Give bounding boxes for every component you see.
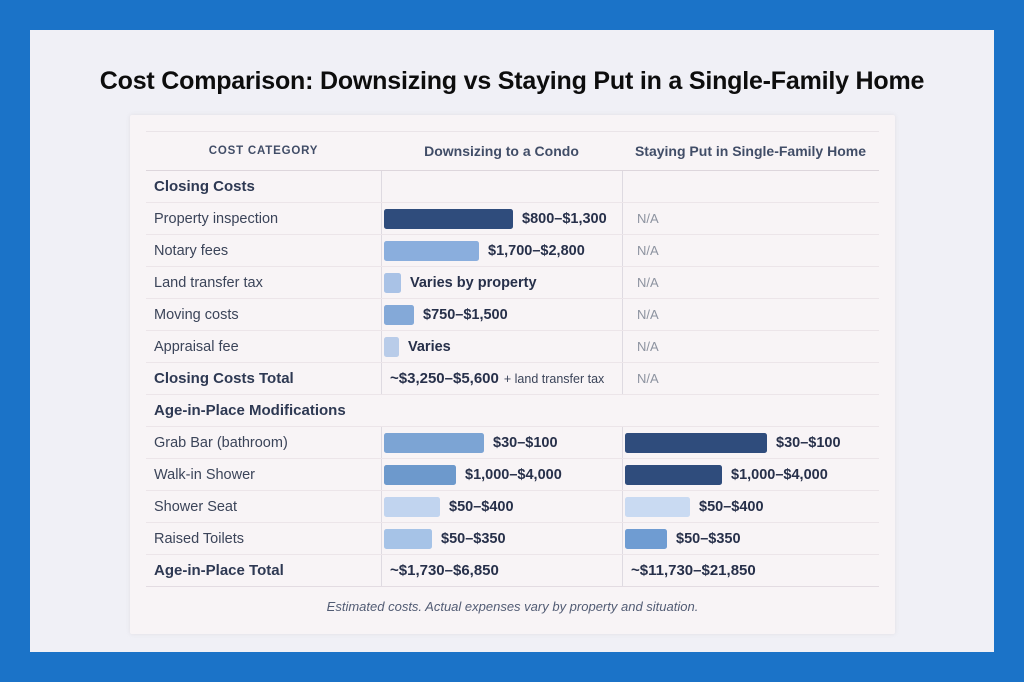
condo-bar — [384, 528, 432, 549]
table-row-age-in-place-total: Age-in-Place Total ~$1,730–$6,850 ~$11,7… — [146, 555, 879, 586]
total-label: Age-in-Place Total — [154, 562, 284, 579]
home-total-cell: ~$11,730–$21,850 — [622, 555, 879, 586]
condo-value: $1,000–$4,000 — [465, 466, 562, 483]
home-total-value: ~$11,730–$21,850 — [631, 562, 756, 579]
empty-cell — [622, 171, 879, 202]
home-cell: N/A — [622, 331, 879, 362]
condo-total-cell: ~$1,730–$6,850 — [381, 555, 622, 586]
condo-value: Varies — [408, 338, 451, 355]
section-label: Closing Costs — [154, 178, 255, 195]
row-label: Shower Seat — [154, 498, 238, 515]
header-staying-put: Staying Put in Single-Family Home — [634, 143, 867, 159]
table-row-moving-costs: Moving costs $750–$1,500 N/A — [146, 299, 879, 331]
condo-bar — [384, 496, 440, 517]
home-cell: $30–$100 — [622, 427, 879, 458]
condo-value: Varies by property — [410, 274, 537, 291]
table-row-property-inspection: Property inspection $800–$1,300 N/A — [146, 203, 879, 235]
table-row-land-transfer-tax: Land transfer tax Varies by property N/A — [146, 267, 879, 299]
table-row-closing-costs-total: Closing Costs Total ~$3,250–$5,600 + lan… — [146, 363, 879, 395]
section-row-age-in-place: Age-in-Place Modifications — [146, 395, 879, 427]
page-card: Cost Comparison: Downsizing vs Staying P… — [30, 30, 994, 652]
home-na-value: N/A — [637, 275, 659, 290]
condo-cell: $50–$400 — [381, 491, 622, 522]
condo-cell: $30–$100 — [381, 427, 622, 458]
condo-bar — [384, 272, 401, 293]
condo-cell: $800–$1,300 — [381, 203, 622, 234]
row-label: Walk-in Shower — [154, 466, 255, 483]
home-bar — [625, 528, 667, 549]
home-value: $50–$400 — [699, 498, 764, 515]
home-cell: $50–$350 — [622, 523, 879, 554]
home-cell: N/A — [622, 203, 879, 234]
home-bar — [625, 432, 767, 453]
condo-bar — [384, 336, 399, 357]
condo-total-value: ~$1,730–$6,850 — [390, 562, 499, 579]
condo-cell: Varies by property — [381, 267, 622, 298]
table-header-row: COST CATEGORY Downsizing to a Condo Stay… — [146, 131, 879, 171]
table-row-walk-in-shower: Walk-in Shower $1,000–$4,000 $1,000–$4,0… — [146, 459, 879, 491]
home-cell: $50–$400 — [622, 491, 879, 522]
table-row-appraisal-fee: Appraisal fee Varies N/A — [146, 331, 879, 363]
header-downsizing-condo: Downsizing to a Condo — [424, 143, 579, 159]
home-na-value: N/A — [637, 371, 659, 386]
home-value: $50–$350 — [676, 530, 741, 547]
section-label: Age-in-Place Modifications — [154, 402, 346, 419]
condo-value: $50–$400 — [449, 498, 514, 515]
home-value: $30–$100 — [776, 434, 841, 451]
condo-value: $800–$1,300 — [522, 210, 607, 227]
home-bar — [625, 496, 690, 517]
condo-bar — [384, 208, 513, 229]
home-cell: N/A — [622, 267, 879, 298]
row-label: Grab Bar (bathroom) — [154, 434, 288, 451]
table-row-notary-fees: Notary fees $1,700–$2,800 N/A — [146, 235, 879, 267]
home-cell: N/A — [622, 299, 879, 330]
cost-comparison-chart: COST CATEGORY Downsizing to a Condo Stay… — [130, 115, 895, 634]
footnote: Estimated costs. Actual expenses vary by… — [326, 599, 699, 614]
condo-value: $750–$1,500 — [423, 306, 508, 323]
condo-bar — [384, 432, 484, 453]
condo-total-cell: ~$3,250–$5,600 + land transfer tax — [381, 363, 622, 394]
home-cell: $1,000–$4,000 — [622, 459, 879, 490]
row-label: Appraisal fee — [154, 338, 239, 355]
home-na-value: N/A — [637, 211, 659, 226]
table-row-grab-bar: Grab Bar (bathroom) $30–$100 $30–$100 — [146, 427, 879, 459]
condo-cell: $750–$1,500 — [381, 299, 622, 330]
table-row-shower-seat: Shower Seat $50–$400 $50–$400 — [146, 491, 879, 523]
condo-cell: Varies — [381, 331, 622, 362]
section-row-closing-costs: Closing Costs — [146, 171, 879, 203]
header-cost-category: COST CATEGORY — [208, 145, 319, 157]
home-cell: N/A — [622, 235, 879, 266]
condo-cell: $1,700–$2,800 — [381, 235, 622, 266]
condo-bar — [384, 240, 479, 261]
home-cell: N/A — [622, 363, 879, 394]
condo-value: $30–$100 — [493, 434, 558, 451]
row-label: Property inspection — [154, 210, 279, 227]
table-body: Closing Costs Property inspection $800–$… — [146, 171, 879, 587]
condo-bar — [384, 304, 414, 325]
condo-total-suffix: + land transfer tax — [503, 371, 605, 386]
home-bar — [625, 464, 722, 485]
condo-cell: $1,000–$4,000 — [381, 459, 622, 490]
condo-total-value: ~$3,250–$5,600 — [390, 370, 499, 387]
home-na-value: N/A — [637, 339, 659, 354]
empty-cell — [381, 171, 622, 202]
row-label: Land transfer tax — [154, 274, 263, 291]
condo-value: $1,700–$2,800 — [488, 242, 585, 259]
condo-bar — [384, 464, 456, 485]
total-label: Closing Costs Total — [154, 370, 294, 387]
page-title: Cost Comparison: Downsizing vs Staying P… — [99, 67, 925, 95]
condo-cell: $50–$350 — [381, 523, 622, 554]
table-row-raised-toilets: Raised Toilets $50–$350 $50–$350 — [146, 523, 879, 555]
home-na-value: N/A — [637, 307, 659, 322]
home-value: $1,000–$4,000 — [731, 466, 828, 483]
condo-value: $50–$350 — [441, 530, 506, 547]
home-na-value: N/A — [637, 243, 659, 258]
row-label: Moving costs — [154, 306, 239, 323]
row-label: Raised Toilets — [154, 530, 245, 547]
row-label: Notary fees — [154, 242, 229, 259]
